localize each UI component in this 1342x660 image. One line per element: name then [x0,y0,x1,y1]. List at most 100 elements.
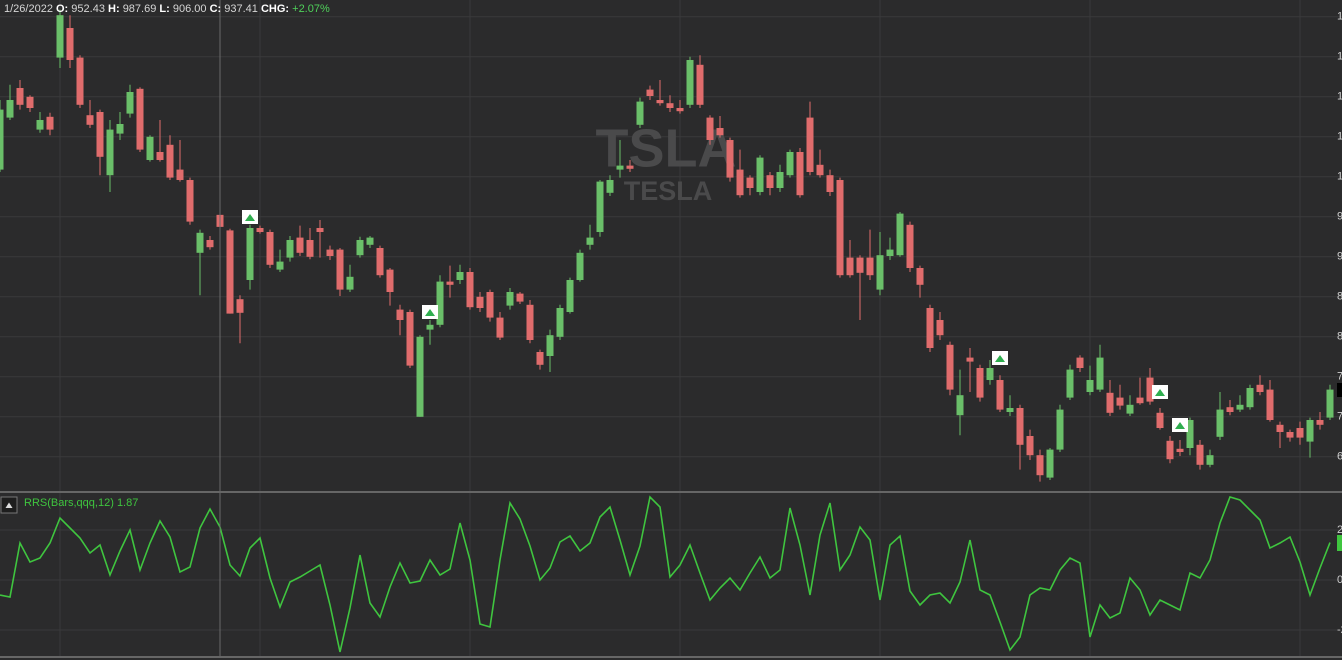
y-tick-label: 1150 [1337,51,1342,63]
candle-body [1186,420,1194,448]
candle-body [1306,420,1314,442]
candle-body [1256,384,1264,392]
candle-body [776,172,784,188]
candle-body [656,100,664,104]
candle-body [426,324,434,330]
signal [422,305,438,319]
candle-body [736,169,744,196]
candle-layer [0,9,1334,482]
candle-body [996,380,1004,410]
candle-body [466,272,474,308]
y-tick-label: 1200 [1337,11,1342,23]
candle-body [1006,408,1014,412]
candle-body [86,115,94,125]
collapse-button[interactable] [0,496,18,514]
candle-body [536,352,544,365]
candle-body [966,357,974,362]
candle-body [496,317,504,338]
candle-body [66,28,74,60]
field-label: H: [108,3,120,15]
candle-body [846,257,854,276]
candle-body [396,309,404,320]
candle-body [96,112,104,157]
candle-body [346,276,354,290]
candle-body [526,304,534,340]
candle-body [266,232,274,265]
candle-body [336,249,344,290]
candle-body [1266,389,1274,420]
candle-body [126,92,134,114]
candle-body [676,108,684,112]
candle-body [206,240,214,248]
field-label: CHG: [261,3,289,15]
candle-body [1226,407,1234,412]
candle-body [136,88,144,150]
candle-body [826,175,834,192]
horizontal-grid [0,16,1342,631]
candle-body [1216,409,1224,437]
candle-body [36,120,44,130]
candle-body [1176,448,1184,452]
candle-body [896,213,904,256]
candle-body [1296,428,1304,438]
y-tick-label: 650 [1337,451,1342,463]
candle-body [916,268,924,285]
candle-body [836,180,844,276]
candle-body [1316,420,1324,425]
value-tag [1337,535,1342,551]
candle-body [0,109,4,170]
candle-body [246,228,254,280]
y-tick-label: 0 [1337,574,1342,586]
field-value: 952.43 [71,3,105,15]
y-tick-label: 950 [1337,211,1342,223]
field-value: 937.41 [224,3,258,15]
candle-body [596,181,604,232]
candle-body [256,228,264,232]
signal [242,210,258,224]
candle-body [746,177,754,188]
candle-body [1326,389,1334,418]
y-tick-label: 1050 [1337,131,1342,143]
candle-body [546,335,554,356]
candle-body [476,296,484,308]
signal [992,351,1008,365]
candle-body [766,175,774,188]
candle-body [486,292,494,318]
candle-body [116,124,124,134]
y-tick-label: 2.5 [1337,524,1342,536]
candle-body [6,100,14,118]
candle-body [1106,392,1114,413]
signal-markers [242,210,1188,432]
candle-body [986,368,994,380]
candle-body [1026,436,1034,456]
candle-body [906,224,914,268]
candle-body [156,152,164,160]
candle-body [616,165,624,170]
candle-body [176,169,184,180]
candle-body [1046,449,1054,478]
candle-body [76,57,84,105]
ohlc-header: 1/26/2022 O: 952.43 H: 987.69 L: 906.00 … [4,3,330,15]
field-label: O: [56,3,68,15]
candle-body [816,164,824,176]
field-label: C: [210,3,222,15]
candle-body [756,157,764,192]
candle-body [926,308,934,348]
candle-body [626,165,634,169]
candle-body [1136,397,1144,404]
candle-body [296,237,304,253]
candle-body [1196,444,1204,465]
price-tag [1337,383,1342,397]
field-value: 987.69 [123,3,157,15]
candle-body [1056,409,1064,450]
y-tick-label: 1100 [1337,91,1342,103]
candle-body [366,237,374,245]
candle-body [106,129,114,176]
indicator-label: RRS(Bars,qqq,12) 1.87 [24,497,138,509]
field-label: L: [159,3,169,15]
candle-body [576,252,584,280]
candle-body [556,308,564,337]
